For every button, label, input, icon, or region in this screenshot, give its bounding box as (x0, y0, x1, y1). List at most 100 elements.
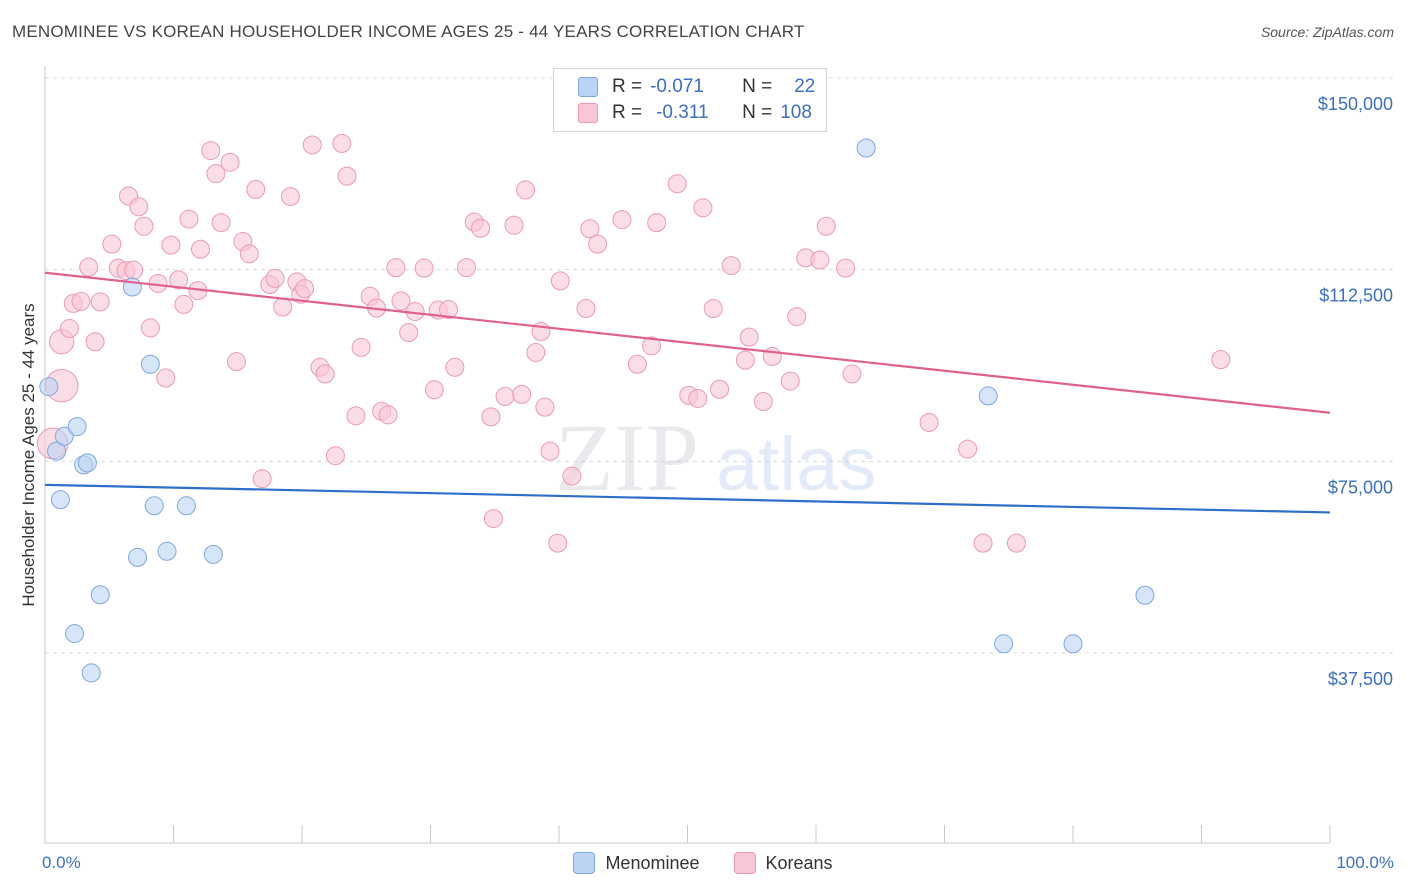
menominee-trend-line (44, 483, 1331, 514)
korean-point (842, 364, 862, 384)
menominee-point (128, 547, 148, 567)
menominee-points (39, 138, 1155, 683)
korean-point (391, 291, 411, 311)
korean-point (504, 215, 524, 235)
menominee-point (140, 354, 160, 374)
r-label: R = (612, 102, 643, 123)
korean-point (79, 257, 99, 277)
legend-swatch-menominee (573, 852, 596, 874)
korean-point (346, 406, 366, 426)
menominee-point (1135, 585, 1155, 605)
korean-point (973, 533, 993, 553)
menominee-point (856, 138, 876, 158)
y-tick-label: $150,000 (1318, 94, 1393, 114)
korean-point (399, 323, 419, 343)
korean-point (958, 439, 978, 459)
menominee-point (54, 426, 74, 446)
watermark-zip: ZIP (555, 404, 699, 511)
korean-point (90, 292, 110, 312)
y-tick-label: $112,500 (1319, 286, 1393, 306)
korean-point (273, 297, 293, 317)
n-label: N = (742, 102, 773, 123)
korean-point (386, 258, 406, 278)
y-tick-labels: $37,500 $75,000 $112,500 $150,000 (1318, 94, 1393, 689)
menominee-point (144, 496, 164, 516)
menominee-point (67, 417, 87, 437)
watermark: ZIP atlas (555, 404, 877, 511)
x-axis-max-label: 100.0% (1336, 853, 1394, 872)
korean-point (206, 164, 226, 184)
chart-title: MENOMINEE VS KOREAN HOUSEHOLDER INCOME A… (12, 22, 805, 41)
korean-point (239, 244, 259, 264)
korean-point (516, 180, 536, 200)
korean-point (445, 357, 465, 377)
korean-point (211, 213, 231, 233)
korean-point (134, 216, 154, 236)
legend: Menominee Koreans (0, 852, 1406, 874)
korean-point (816, 216, 836, 236)
korean-point (252, 469, 272, 489)
korean-point (302, 135, 322, 155)
legend-swatch-koreans (733, 852, 756, 874)
korean-point (124, 260, 144, 280)
korean-point (710, 379, 730, 399)
korean-point (471, 218, 491, 238)
korean-point (85, 332, 105, 352)
korean-point (59, 318, 79, 338)
korean-point (295, 279, 315, 299)
korean-point (456, 258, 476, 278)
n-value: 22 (794, 76, 816, 97)
korean-point (526, 342, 546, 362)
korean-point (190, 239, 210, 259)
korean-point (540, 441, 560, 461)
stats-box: R = -0.071 N = 22 R = -0.311 N = 108 (553, 68, 827, 132)
trend-lines (44, 271, 1331, 514)
korean-point (550, 271, 570, 291)
korean-point (174, 294, 194, 314)
korean-point (246, 179, 266, 199)
menominee-point (77, 453, 97, 473)
menominee-point (65, 624, 85, 644)
korean-point (667, 174, 687, 194)
korean-point (220, 152, 240, 172)
korean-point (588, 234, 608, 254)
korean-point (129, 197, 149, 217)
korean-point (1006, 533, 1026, 553)
n-value: 108 (780, 102, 812, 123)
korean-point (495, 386, 515, 406)
legend-label-menominee: Menominee (605, 852, 700, 873)
korean-point (688, 388, 708, 408)
koreans-swatch (578, 103, 598, 123)
korean-point (739, 327, 759, 347)
menominee-point (203, 544, 223, 564)
korean-point (337, 166, 357, 186)
menominee-point (50, 490, 70, 510)
r-label: R = (612, 76, 643, 97)
y-axis-label: Householder Income Ages 25 - 44 years (19, 303, 38, 606)
stats-row-menominee: R = -0.071 N = 22 (578, 75, 815, 99)
korean-point (512, 384, 532, 404)
korean-point (71, 291, 91, 311)
x-axis-min-label: 0.0% (42, 853, 81, 872)
n-label: N = (742, 76, 773, 97)
legend-item-menominee: Menominee (573, 852, 700, 874)
korean-point (1211, 350, 1231, 370)
menominee-point (81, 663, 101, 683)
y-tick-label: $75,000 (1328, 477, 1393, 497)
korean-point (161, 235, 181, 255)
menominee-swatch (578, 77, 598, 97)
menominee-point (90, 585, 110, 605)
korean-point (169, 270, 189, 290)
y-tick-label: $37,500 (1328, 669, 1393, 689)
korean-point (438, 300, 458, 320)
korean-point (627, 354, 647, 374)
korean-point (315, 364, 335, 384)
korean-point (580, 219, 600, 239)
korean-point (481, 407, 501, 427)
korean-point (787, 307, 807, 327)
korean-point (156, 368, 176, 388)
korean-point (703, 299, 723, 319)
korean-point (562, 466, 582, 486)
korean-point (351, 337, 371, 357)
